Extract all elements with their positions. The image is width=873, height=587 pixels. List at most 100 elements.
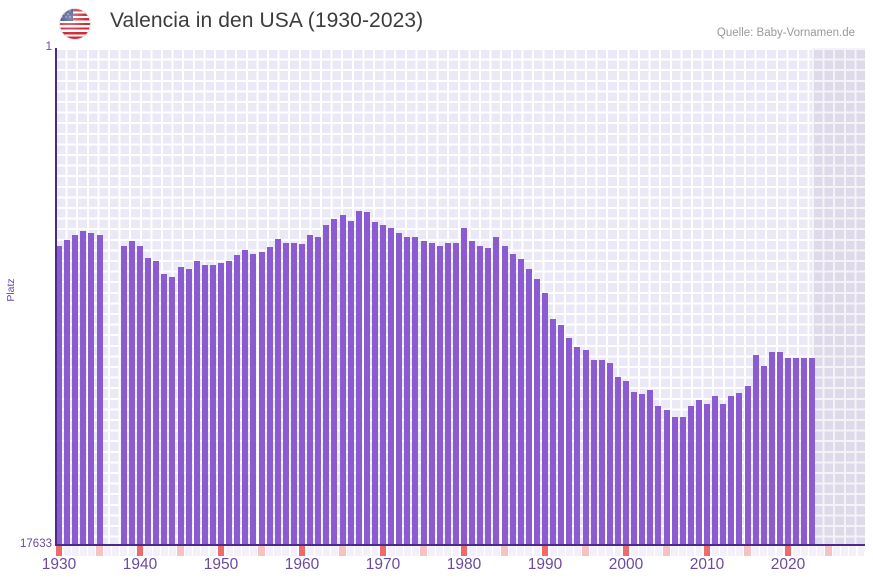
year-tick-cell	[193, 546, 201, 556]
year-tick-cell	[290, 546, 298, 556]
year-tick-cell	[371, 546, 379, 556]
bar	[647, 390, 654, 545]
year-tick-cell	[355, 546, 363, 556]
x-axis-tick-label: 1960	[284, 556, 320, 573]
bar	[809, 358, 816, 545]
bar	[695, 400, 702, 545]
bar	[282, 243, 289, 545]
year-tick-cell	[719, 546, 727, 556]
year-tick-cell	[444, 546, 452, 556]
bar	[420, 241, 427, 545]
bar	[582, 350, 589, 545]
year-tick-cell	[768, 546, 776, 556]
year-tick-cell	[331, 546, 338, 556]
year-tick-cell	[557, 546, 565, 556]
bar	[355, 211, 362, 545]
year-tick-cell	[258, 546, 265, 556]
bar	[96, 234, 103, 545]
bar	[331, 218, 338, 545]
bar	[209, 265, 216, 545]
bar	[744, 385, 751, 545]
year-tick-cell	[96, 546, 103, 556]
year-tick-strip	[55, 546, 865, 556]
year-tick-cell	[825, 546, 832, 556]
year-tick-cell	[792, 546, 800, 556]
bar	[574, 346, 581, 545]
bar	[590, 360, 597, 545]
bar	[274, 239, 281, 545]
year-tick-cell	[736, 546, 743, 556]
year-tick-cell	[306, 546, 314, 556]
bar	[218, 262, 225, 545]
year-tick-cell	[638, 546, 646, 556]
year-tick-cell	[112, 546, 120, 556]
year-tick-cell	[79, 546, 87, 556]
year-tick-cell	[671, 546, 679, 556]
bar	[363, 212, 370, 545]
year-tick-cell	[525, 546, 533, 556]
page-title: Valencia in den USA (1930-2023)	[110, 9, 424, 32]
year-tick-cell	[752, 546, 760, 556]
year-tick-cell	[160, 546, 168, 556]
bar	[542, 292, 549, 545]
year-tick-cell	[339, 546, 346, 556]
bar	[614, 376, 621, 545]
year-tick-cell	[695, 546, 703, 556]
year-tick-cell	[136, 546, 144, 556]
year-tick-cell	[201, 546, 209, 556]
bar	[339, 215, 346, 545]
year-tick-cell	[784, 546, 792, 556]
year-tick-cell	[598, 546, 606, 556]
chart-header: Valencia in den USA (1930-2023) Quelle: …	[0, 0, 873, 48]
year-tick-cell	[185, 546, 193, 556]
year-tick-cell	[849, 546, 857, 556]
bar	[509, 254, 516, 545]
bar	[128, 241, 135, 545]
bar	[226, 261, 233, 545]
bar	[623, 380, 630, 545]
year-tick-cell	[363, 546, 371, 556]
y-axis-tick-bottom: 17633	[20, 538, 52, 550]
bar	[550, 319, 557, 545]
year-tick-cell	[817, 546, 824, 556]
year-tick-cell	[703, 546, 711, 556]
bar	[258, 251, 265, 545]
year-tick-cell	[55, 546, 63, 556]
x-axis-tick-label: 2000	[608, 556, 644, 573]
year-tick-cell	[533, 546, 541, 556]
y-axis-tick-top: 1	[45, 41, 52, 53]
year-tick-cell	[144, 546, 152, 556]
year-tick-cell	[614, 546, 622, 556]
year-tick-cell	[428, 546, 436, 556]
year-tick-cell	[509, 546, 517, 556]
year-tick-cell	[347, 546, 355, 556]
bar	[801, 358, 808, 545]
x-axis-tick-label: 2010	[689, 556, 725, 573]
year-tick-cell	[476, 546, 484, 556]
bar	[88, 233, 95, 545]
bar	[639, 394, 646, 545]
bar	[728, 396, 735, 545]
year-tick-cell	[606, 546, 614, 556]
year-tick-cell	[630, 546, 638, 556]
bar	[752, 355, 759, 545]
bar	[712, 396, 719, 545]
year-tick-cell	[833, 546, 841, 556]
year-tick-cell	[88, 546, 95, 556]
year-tick-cell	[169, 546, 176, 556]
bar	[493, 237, 500, 545]
bar	[525, 268, 532, 545]
bar	[720, 404, 727, 545]
bar	[169, 276, 176, 545]
x-axis-tick-label: 1930	[41, 556, 77, 573]
y-axis-title: Platz	[5, 278, 17, 302]
bar	[137, 246, 144, 545]
bar	[477, 246, 484, 545]
year-tick-cell	[152, 546, 160, 556]
year-tick-cell	[209, 546, 217, 556]
year-tick-cell	[590, 546, 598, 556]
x-axis-line	[55, 544, 865, 546]
bar	[687, 405, 694, 545]
x-axis-tick-label: 1980	[446, 556, 482, 573]
year-tick-cell	[71, 546, 79, 556]
